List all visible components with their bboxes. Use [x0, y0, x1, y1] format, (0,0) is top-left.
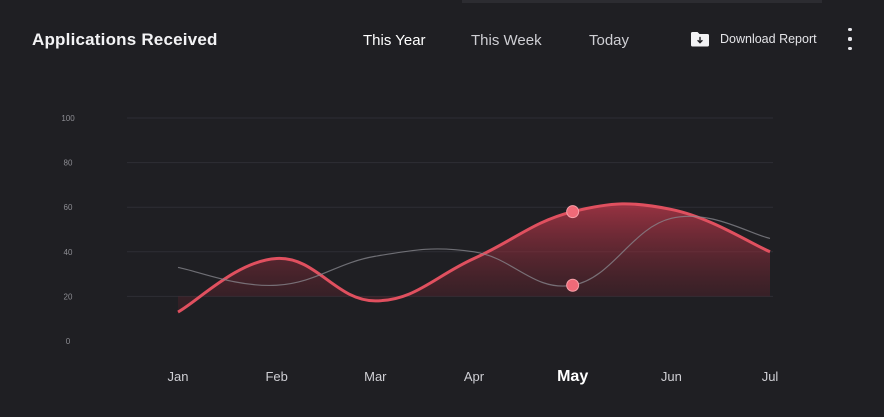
y-tick-label: 40 [64, 248, 73, 257]
x-tick-label[interactable]: May [557, 368, 588, 385]
tab-today[interactable]: Today [589, 32, 630, 49]
chart-title: Applications Received [32, 30, 218, 49]
chart-header: Applications Received This Year This Wee… [0, 0, 884, 80]
x-tick-label[interactable]: Mar [364, 369, 387, 384]
tab-this-week[interactable]: This Week [471, 32, 542, 49]
folder-download-icon [691, 32, 709, 47]
series-line-primary [177, 202, 771, 314]
y-tick-label: 80 [64, 159, 73, 168]
x-tick-label[interactable]: Apr [464, 369, 485, 384]
download-report-button[interactable]: Download Report [690, 29, 817, 49]
x-tick-label[interactable]: Feb [265, 369, 287, 384]
x-tick-label[interactable]: Jul [762, 369, 779, 384]
top-edge-bar [462, 0, 822, 3]
x-tick-label[interactable]: Jun [661, 369, 682, 384]
y-tick-label: 0 [66, 337, 71, 346]
y-tick-label: 100 [61, 114, 75, 123]
series-line-secondary [177, 215, 771, 287]
y-tick-label: 20 [64, 292, 73, 301]
more-vertical-icon[interactable] [845, 28, 855, 50]
download-report-label: Download Report [720, 32, 817, 46]
tab-this-year[interactable]: This Year [363, 32, 426, 49]
x-tick-label[interactable]: Jan [168, 369, 189, 384]
y-tick-label: 60 [64, 203, 73, 212]
selected-point-secondary[interactable] [566, 278, 580, 292]
selected-point-primary[interactable] [566, 205, 580, 219]
series-area-primary [178, 203, 770, 313]
